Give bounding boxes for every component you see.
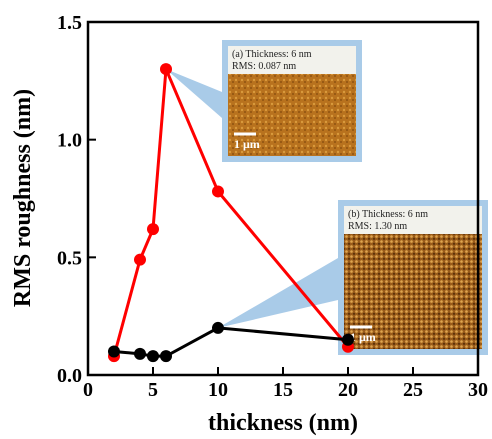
- inset-text: (a) Thickness: 6 nm: [232, 49, 312, 60]
- inset-text: RMS: 1.30 nm: [348, 221, 407, 232]
- x-tick-label: 0: [83, 379, 93, 401]
- x-tick-label: 20: [338, 379, 358, 401]
- x-axis-label: thickness (nm): [208, 410, 358, 436]
- scale-label: 1 μm: [234, 137, 260, 151]
- data-point: [160, 350, 172, 362]
- y-axis-label: RMS roughness (nm): [10, 89, 36, 307]
- x-tick-label: 25: [403, 379, 423, 401]
- data-point: [342, 334, 354, 346]
- y-tick-label: 0.5: [57, 247, 82, 269]
- data-point: [147, 223, 159, 235]
- data-point: [212, 322, 224, 334]
- y-tick-label: 0.0: [57, 365, 82, 387]
- data-point: [134, 348, 146, 360]
- scale-label: 1 μm: [350, 330, 376, 344]
- y-tick-label: 1.5: [57, 12, 82, 34]
- data-point: [147, 350, 159, 362]
- data-point: [134, 254, 146, 266]
- callout: [166, 69, 222, 118]
- data-point: [108, 345, 120, 357]
- y-tick-label: 1.0: [57, 130, 82, 152]
- x-tick-label: 5: [148, 379, 158, 401]
- x-tick-label: 15: [273, 379, 293, 401]
- inset-text: RMS: 0.087 nm: [232, 61, 296, 72]
- data-point: [160, 63, 172, 75]
- data-point: [212, 185, 224, 197]
- x-tick-label: 30: [468, 379, 488, 401]
- inset-text: (b) Thickness: 6 nm: [348, 209, 428, 220]
- x-tick-label: 10: [208, 379, 228, 401]
- callout: [218, 258, 338, 328]
- chart: (a) Thickness: 6 nmRMS: 0.087 nm 1 μm (b) …: [0, 0, 492, 439]
